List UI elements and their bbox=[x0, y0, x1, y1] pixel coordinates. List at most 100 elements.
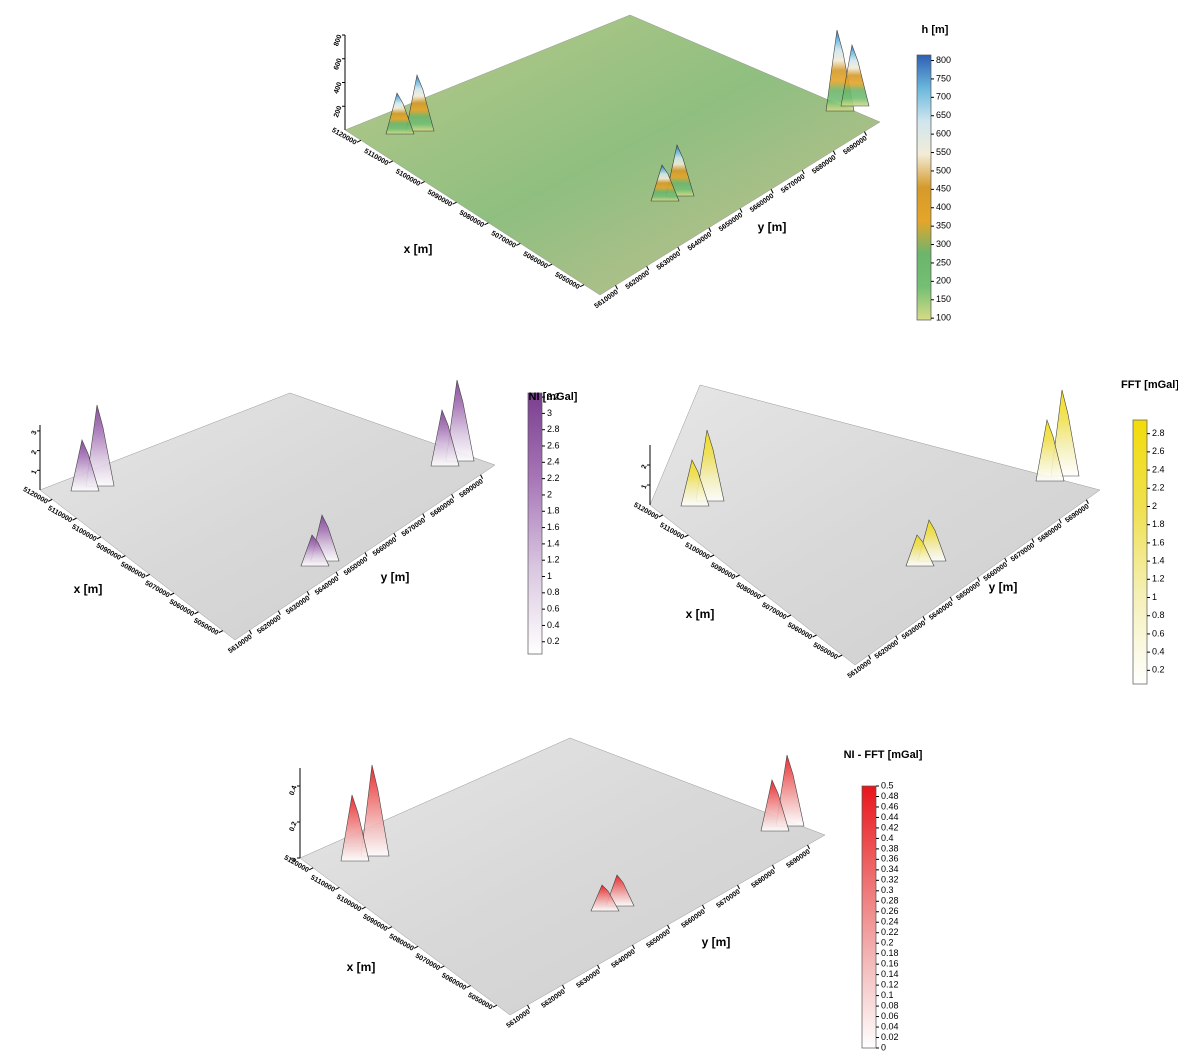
surface-panel: 00.20.4512000051100005100000509000050800… bbox=[283, 738, 923, 1052]
colorbar-tick-label: 2.6 bbox=[1152, 446, 1165, 456]
y-tick bbox=[771, 189, 773, 193]
colorbar-tick-label: 0.4 bbox=[881, 833, 894, 843]
y-tick bbox=[869, 655, 871, 659]
colorbar-tick-label: 200 bbox=[936, 276, 951, 286]
colorbar-tick-label: 650 bbox=[936, 110, 951, 120]
colorbar-tick-label: 2.8 bbox=[547, 424, 560, 434]
colorbar-tick-label: 0.42 bbox=[881, 822, 899, 832]
colorbar-tick-label: 0.02 bbox=[881, 1032, 899, 1042]
y-tick bbox=[833, 151, 835, 155]
colorbar-tick-label: 0.1 bbox=[881, 990, 894, 1000]
x-tick bbox=[467, 986, 471, 988]
x-tick bbox=[761, 595, 765, 597]
colorbar-title: NI - FFT [mGal] bbox=[844, 749, 923, 761]
colorbar-tick-label: 0.2 bbox=[547, 636, 560, 646]
x-tick bbox=[453, 202, 457, 204]
colorbar-tick-label: 1.2 bbox=[1152, 574, 1165, 584]
y-tick bbox=[738, 885, 740, 889]
x-tick bbox=[421, 182, 425, 184]
x-axis-label: x [m] bbox=[347, 960, 376, 974]
y-tick bbox=[423, 514, 425, 518]
y-tick bbox=[1086, 500, 1088, 504]
y-tick bbox=[365, 553, 367, 557]
x-tick bbox=[684, 535, 688, 537]
x-tick bbox=[548, 264, 552, 266]
colorbar-title: FFT [mGal] bbox=[1121, 379, 1178, 391]
y-tick bbox=[563, 985, 565, 989]
y-axis-label: y [m] bbox=[758, 220, 787, 234]
colorbar-tick-label: 0.4 bbox=[547, 620, 560, 630]
x-tick bbox=[787, 615, 791, 617]
colorbar-tick-label: 0.46 bbox=[881, 801, 899, 811]
colorbar-tick-label: 0.24 bbox=[881, 917, 899, 927]
x-axis-label: x [m] bbox=[74, 582, 103, 596]
x-tick bbox=[219, 631, 223, 633]
y-tick bbox=[616, 285, 618, 289]
x-tick bbox=[335, 887, 339, 889]
colorbar-tick-label: 0.34 bbox=[881, 864, 899, 874]
surface-panel: 2004006008005120000511000051000005090000… bbox=[330, 15, 951, 323]
x-tick bbox=[357, 140, 361, 142]
y-tick bbox=[1059, 519, 1061, 523]
y-tick bbox=[481, 475, 483, 479]
y-tick bbox=[1005, 558, 1007, 562]
y-tick bbox=[249, 630, 251, 634]
y-tick bbox=[950, 597, 952, 601]
colorbar-tick-label: 1.4 bbox=[547, 538, 560, 548]
x-tick bbox=[484, 223, 488, 225]
x-tick bbox=[580, 285, 584, 287]
colorbar-tick-label: 0.8 bbox=[547, 587, 560, 597]
colorbar-tick-label: 1 bbox=[1152, 592, 1157, 602]
colorbar-tick-label: 0.6 bbox=[1152, 628, 1165, 638]
z-tick-label: 400 bbox=[333, 81, 344, 94]
colorbar-tick-label: 350 bbox=[936, 221, 951, 231]
y-tick bbox=[740, 209, 742, 213]
colorbar-tick-label: 100 bbox=[936, 313, 951, 323]
z-tick-label: 800 bbox=[333, 34, 344, 47]
colorbar-tick-label: 0.16 bbox=[881, 959, 899, 969]
colorbar bbox=[917, 55, 931, 320]
x-tick bbox=[389, 161, 393, 163]
colorbar-tick-label: 750 bbox=[936, 73, 951, 83]
colorbar-tick-label: 800 bbox=[936, 55, 951, 65]
colorbar-tick-label: 0.48 bbox=[881, 791, 899, 801]
colorbar-tick-label: 0.14 bbox=[881, 969, 899, 979]
colorbar-tick-label: 0.4 bbox=[1152, 647, 1165, 657]
colorbar bbox=[862, 786, 876, 1048]
colorbar-tick-label: 2.8 bbox=[1152, 428, 1165, 438]
x-tick bbox=[414, 946, 418, 948]
y-tick bbox=[703, 905, 705, 909]
x-axis-label: x [m] bbox=[686, 607, 715, 621]
x-tick bbox=[48, 499, 52, 501]
y-tick bbox=[1032, 539, 1034, 543]
colorbar-tick-label: 550 bbox=[936, 147, 951, 157]
x-tick bbox=[440, 966, 444, 968]
colorbar-tick-label: 2 bbox=[547, 489, 552, 499]
colorbar-tick-label: 2.4 bbox=[547, 457, 560, 467]
x-tick bbox=[710, 555, 714, 557]
colorbar-tick-label: 0.38 bbox=[881, 843, 899, 853]
colorbar-tick-label: 150 bbox=[936, 294, 951, 304]
y-tick bbox=[452, 494, 454, 498]
y-tick bbox=[802, 170, 804, 174]
colorbar-tick-label: 0.06 bbox=[881, 1011, 899, 1021]
colorbar-tick-label: 0.44 bbox=[881, 812, 899, 822]
colorbar-tick-label: 0.36 bbox=[881, 854, 899, 864]
peak bbox=[361, 765, 389, 856]
colorbar-tick-label: 2.2 bbox=[547, 473, 560, 483]
colorbar-tick-label: 300 bbox=[936, 239, 951, 249]
y-tick bbox=[307, 591, 309, 595]
colorbar-tick-label: 0.6 bbox=[547, 604, 560, 614]
x-tick bbox=[838, 655, 842, 657]
x-tick bbox=[194, 612, 198, 614]
colorbar-tick-label: 0.8 bbox=[1152, 610, 1165, 620]
colorbar-tick-label: 0.28 bbox=[881, 896, 899, 906]
colorbar-tick-label: 700 bbox=[936, 92, 951, 102]
colorbar-tick-label: 1 bbox=[547, 571, 552, 581]
colorbar-tick-label: 0.32 bbox=[881, 875, 899, 885]
x-tick bbox=[170, 593, 174, 595]
colorbar-tick-label: 2.2 bbox=[1152, 483, 1165, 493]
colorbar-tick-label: 1.2 bbox=[547, 555, 560, 565]
colorbar bbox=[528, 393, 542, 654]
figure: 2004006008005120000511000051000005090000… bbox=[0, 0, 1178, 1053]
